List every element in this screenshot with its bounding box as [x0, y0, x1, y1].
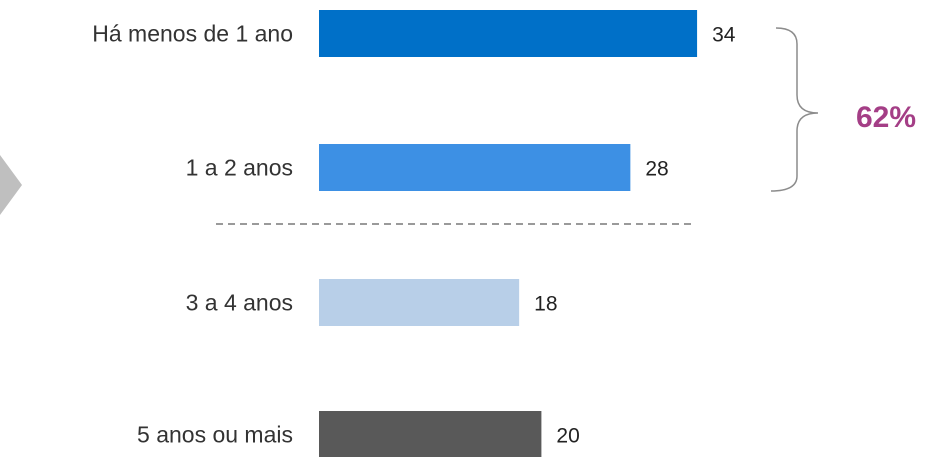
bar — [319, 144, 631, 191]
left-arrow-icon — [0, 155, 22, 215]
data-label: 28 — [645, 158, 668, 181]
category-label: 1 a 2 anos — [186, 155, 293, 181]
category-label: 3 a 4 anos — [186, 290, 293, 316]
data-label: 34 — [712, 24, 736, 47]
bracket-annotation: 62% — [856, 101, 916, 134]
bar — [319, 279, 520, 326]
bar — [319, 10, 698, 57]
bar — [319, 411, 542, 457]
data-label: 18 — [534, 293, 557, 316]
group-bracket — [770, 27, 819, 192]
data-label: 20 — [556, 425, 579, 448]
category-label: Há menos de 1 ano — [92, 21, 293, 47]
category-label: 5 anos ou mais — [137, 422, 293, 448]
